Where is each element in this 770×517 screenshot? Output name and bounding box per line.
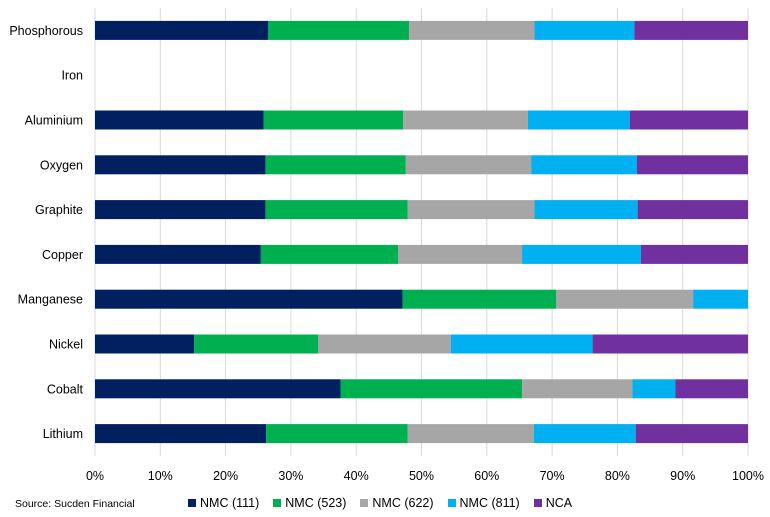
bar-segment xyxy=(629,110,748,130)
bar-segment xyxy=(534,200,638,220)
bar-segment xyxy=(592,334,748,354)
bar-segment xyxy=(95,155,266,175)
category-label: Phosphorous xyxy=(9,24,83,38)
bar-segment xyxy=(95,289,403,309)
bar-segment xyxy=(95,200,266,220)
bar-segment xyxy=(534,20,635,40)
bar-segment xyxy=(693,289,748,309)
category-label: Lithium xyxy=(43,427,83,441)
bar-segment xyxy=(409,20,535,40)
legend-swatch xyxy=(188,499,196,507)
legend-swatch xyxy=(533,499,542,507)
bar-segment xyxy=(522,244,641,264)
bar-segment xyxy=(263,110,404,130)
bar-segment xyxy=(402,289,557,309)
bar-segment xyxy=(675,379,748,399)
bar-segment xyxy=(397,244,523,264)
legend-swatch xyxy=(360,499,369,507)
bar-segment xyxy=(266,424,408,444)
bar-segment xyxy=(637,200,748,220)
category-label: Graphite xyxy=(35,203,83,217)
bar-segment xyxy=(450,334,593,354)
bar-segment xyxy=(635,424,748,444)
bars xyxy=(95,20,748,444)
category-label: Cobalt xyxy=(47,382,84,396)
bar-segment xyxy=(636,155,748,175)
bar-segment xyxy=(194,334,319,354)
bar-segment xyxy=(556,289,694,309)
legend-label: NMC (523) xyxy=(285,496,347,510)
legend-swatch xyxy=(447,499,456,507)
x-tick-label: 50% xyxy=(409,469,434,483)
x-tick-label: 90% xyxy=(670,469,695,483)
bar-segment xyxy=(407,200,535,220)
x-tick-label: 10% xyxy=(148,469,173,483)
x-tick-label: 40% xyxy=(344,469,369,483)
legend-label: NCA xyxy=(545,496,573,510)
legend-label: NMC (811) xyxy=(459,496,520,510)
bar-segment xyxy=(405,155,532,175)
x-tick-label: 60% xyxy=(474,469,499,483)
x-tick-label: 100% xyxy=(732,469,764,483)
bar-segment xyxy=(533,424,636,444)
legend-label: NMC (622) xyxy=(372,496,434,510)
bar-segment xyxy=(407,424,534,444)
category-label: Aluminium xyxy=(25,114,83,128)
bar-segment xyxy=(95,110,264,130)
x-tick-label: 70% xyxy=(540,469,565,483)
bar-segment xyxy=(632,379,676,399)
legend: NMC (111) NMC (523) NMC (622) NMC (811) NCA xyxy=(188,496,572,510)
source-note: Source: Sucden Financial xyxy=(15,498,135,510)
legend-label: NMC (111) xyxy=(200,496,260,510)
x-tick-label: 20% xyxy=(213,469,238,483)
bar-segment xyxy=(260,244,398,264)
bar-segment xyxy=(403,110,528,130)
legend-swatch xyxy=(273,499,282,507)
category-label: Oxygen xyxy=(40,158,83,172)
legend-item: NCA xyxy=(533,496,573,510)
bar-segment xyxy=(527,110,630,130)
x-tick-label: 80% xyxy=(605,469,630,483)
bar-segment xyxy=(265,200,408,220)
x-tick-label: 0% xyxy=(86,469,104,483)
bar-segment xyxy=(95,20,269,40)
bar-segment xyxy=(265,155,406,175)
bar-segment xyxy=(640,244,748,264)
bar-segment xyxy=(268,20,410,40)
x-tick-labels: 0% 10% 20% 30% 40% 50% 60% 70% 80% 90% 100% xyxy=(86,469,764,483)
legend-item: NMC (811) xyxy=(447,496,520,510)
legend-item: NMC (111) xyxy=(188,496,259,510)
bar-segment xyxy=(95,244,261,264)
category-label: Iron xyxy=(61,69,83,83)
bar-segment xyxy=(318,334,451,354)
category-label: Manganese xyxy=(18,293,83,307)
legend-item: NMC (523) xyxy=(273,496,346,510)
bar-segment xyxy=(95,424,267,444)
bar-segment xyxy=(95,334,195,354)
bar-segment xyxy=(522,379,633,399)
bar-segment xyxy=(634,20,748,40)
category-label: Nickel xyxy=(49,338,83,352)
x-tick-label: 30% xyxy=(278,469,303,483)
legend-item: NMC (622) xyxy=(360,496,434,510)
category-label: Copper xyxy=(42,248,83,262)
bar-segment xyxy=(95,379,341,399)
bar-segment xyxy=(531,155,637,175)
bar-segment xyxy=(340,379,523,399)
category-labels: Phosphorous Iron Aluminium Oxygen Graphite Co… xyxy=(9,24,83,441)
